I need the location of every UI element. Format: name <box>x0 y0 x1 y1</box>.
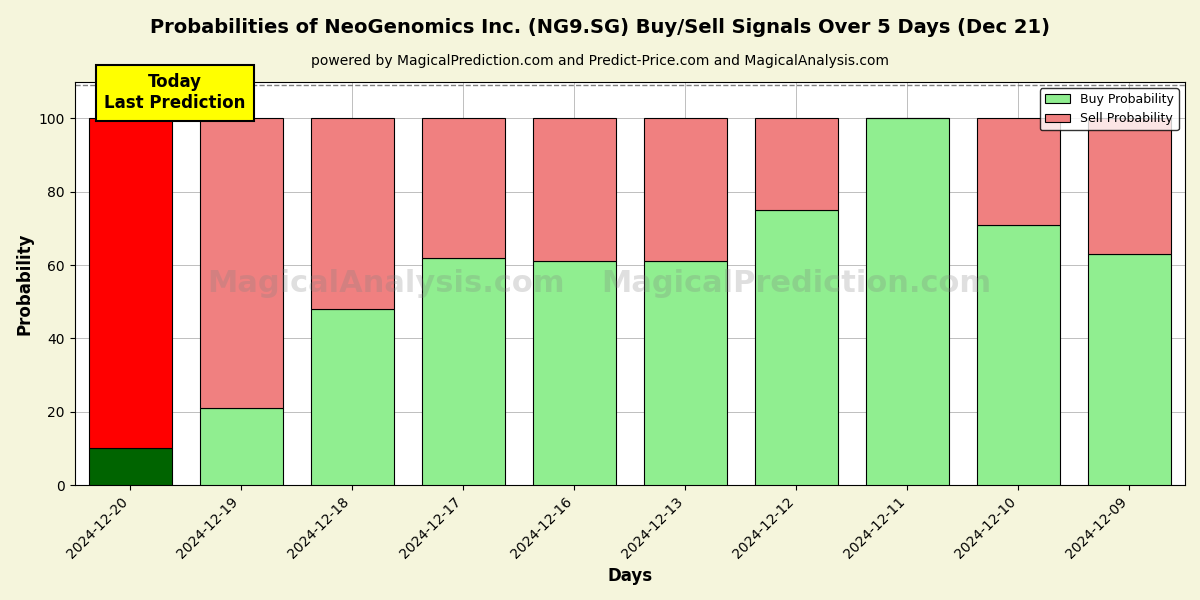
Bar <box>311 309 394 485</box>
Bar <box>643 262 727 485</box>
Text: MagicalPrediction.com: MagicalPrediction.com <box>601 269 991 298</box>
Text: MagicalAnalysis.com: MagicalAnalysis.com <box>206 269 564 298</box>
Bar <box>1088 118 1171 254</box>
Text: powered by MagicalPrediction.com and Predict-Price.com and MagicalAnalysis.com: powered by MagicalPrediction.com and Pre… <box>311 54 889 68</box>
Bar <box>755 210 838 485</box>
Bar <box>1088 254 1171 485</box>
Bar <box>977 225 1060 485</box>
Bar <box>533 262 616 485</box>
Bar <box>755 118 838 210</box>
Bar <box>311 118 394 309</box>
Bar <box>977 118 1060 225</box>
Bar <box>199 408 283 485</box>
Text: Today
Last Prediction: Today Last Prediction <box>104 73 245 112</box>
Bar <box>421 258 505 485</box>
Bar <box>421 118 505 258</box>
Legend: Buy Probability, Sell Probability: Buy Probability, Sell Probability <box>1040 88 1178 130</box>
Bar <box>865 118 949 485</box>
X-axis label: Days: Days <box>607 567 653 585</box>
Bar <box>89 118 172 448</box>
Bar <box>533 118 616 262</box>
Text: Probabilities of NeoGenomics Inc. (NG9.SG) Buy/Sell Signals Over 5 Days (Dec 21): Probabilities of NeoGenomics Inc. (NG9.S… <box>150 18 1050 37</box>
Bar <box>199 118 283 408</box>
Y-axis label: Probability: Probability <box>16 232 34 335</box>
Bar <box>643 118 727 262</box>
Bar <box>89 448 172 485</box>
